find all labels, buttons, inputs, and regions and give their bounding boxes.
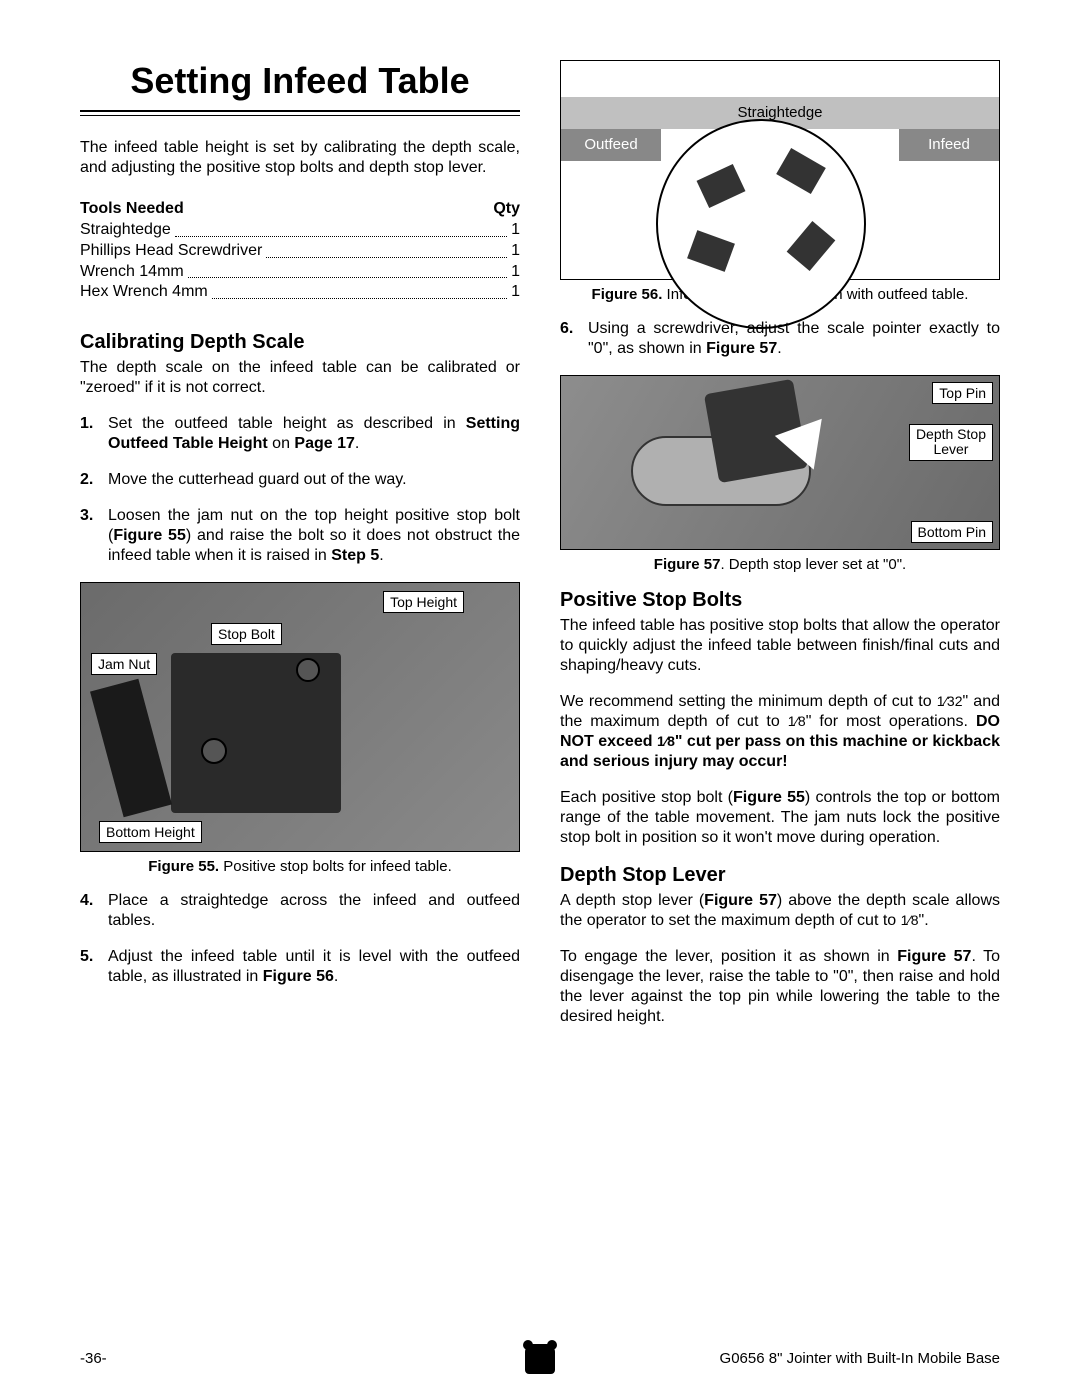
step-item: Place a straightedge across the infeed a… bbox=[80, 891, 520, 931]
fig55-label-topheight: Top Height bbox=[383, 591, 464, 613]
step-text: Set the outfeed table height as describe… bbox=[108, 415, 466, 432]
fig55-label-jamnut: Jam Nut bbox=[91, 653, 157, 675]
leader-dots bbox=[266, 241, 507, 258]
tool-qty: 1 bbox=[511, 220, 520, 241]
leader-dots bbox=[188, 262, 507, 279]
tool-qty: 1 bbox=[511, 282, 520, 303]
tools-needed-block: Tools Needed Qty Straightedge 1 Phillips… bbox=[80, 200, 520, 303]
leader-dots bbox=[175, 220, 507, 237]
fig55-label-stopbolt: Stop Bolt bbox=[211, 623, 282, 645]
figure-56: Straightedge Outfeed Infeed bbox=[560, 60, 1000, 280]
step-text: . bbox=[334, 968, 338, 985]
p2-text: " for most operations. bbox=[806, 713, 976, 730]
step-text: Using a screwdriver, adjust the scale po… bbox=[588, 320, 1000, 357]
section2-p3: Each positive stop bolt (Figure 55) cont… bbox=[560, 788, 1000, 848]
tool-name: Hex Wrench 4mm bbox=[80, 282, 208, 303]
step-bold: Step 5 bbox=[331, 547, 379, 564]
p3-text: Each positive stop bolt ( bbox=[560, 789, 733, 806]
steps-list-cont: Place a straightedge across the infeed a… bbox=[80, 891, 520, 987]
p3-bold: Figure 55 bbox=[733, 789, 805, 806]
tools-header-qty: Qty bbox=[493, 200, 520, 218]
figure-caption-bold: Figure 57 bbox=[654, 556, 721, 573]
step-bold: Figure 55 bbox=[113, 527, 186, 544]
fig55-label-bottomheight: Bottom Height bbox=[99, 821, 202, 843]
fig57-label-toppin: Top Pin bbox=[932, 382, 993, 404]
section-heading-calibrating: Calibrating Depth Scale bbox=[80, 331, 520, 354]
fig57-label-bottompin: Bottom Pin bbox=[911, 521, 993, 543]
step-text: . bbox=[355, 435, 359, 452]
p2-text: To engage the lever, position it as show… bbox=[560, 948, 897, 965]
tool-name: Wrench 14mm bbox=[80, 262, 184, 283]
section-heading-positive-stop: Positive Stop Bolts bbox=[560, 589, 1000, 612]
step-item: Using a screwdriver, adjust the scale po… bbox=[560, 319, 1000, 359]
page-title: Setting Infeed Table bbox=[80, 60, 520, 102]
p1-text: A depth stop lever ( bbox=[560, 892, 704, 909]
section3-p1: A depth stop lever (Figure 57) above the… bbox=[560, 891, 1000, 931]
title-underline bbox=[80, 110, 520, 116]
steps-list: Set the outfeed table height as describe… bbox=[80, 414, 520, 566]
step-text: . bbox=[379, 547, 383, 564]
step-bold: Figure 57 bbox=[706, 340, 777, 357]
tool-row: Phillips Head Screwdriver 1 bbox=[80, 241, 520, 262]
fraction-1-8: 1⁄8 bbox=[788, 713, 806, 729]
tool-qty: 1 bbox=[511, 262, 520, 283]
tool-row: Wrench 14mm 1 bbox=[80, 262, 520, 283]
p1-bold: Figure 57 bbox=[704, 892, 777, 909]
figure-caption-bold: Figure 55. bbox=[148, 858, 219, 875]
section2-p2: We recommend setting the minimum depth o… bbox=[560, 692, 1000, 772]
section2-p1: The infeed table has positive stop bolts… bbox=[560, 616, 1000, 676]
p2-bold: Figure 57 bbox=[897, 948, 971, 965]
tools-header-label: Tools Needed bbox=[80, 200, 184, 218]
figure-caption-bold: Figure 56. bbox=[592, 286, 663, 303]
tool-qty: 1 bbox=[511, 241, 520, 262]
step-item: Adjust the infeed table until it is leve… bbox=[80, 947, 520, 987]
step-item: Loosen the jam nut on the top height pos… bbox=[80, 506, 520, 566]
fraction-1-32: 1⁄32 bbox=[937, 693, 963, 709]
tool-row: Hex Wrench 4mm 1 bbox=[80, 282, 520, 303]
figure-55: Top Height Stop Bolt Jam Nut Bottom Heig… bbox=[80, 582, 520, 852]
bear-logo-icon bbox=[525, 1344, 555, 1374]
leader-dots bbox=[212, 282, 507, 299]
p2-text: We recommend setting the minimum depth o… bbox=[560, 693, 937, 710]
steps-list-cont2: Using a screwdriver, adjust the scale po… bbox=[560, 319, 1000, 359]
page-footer: -36- G0656 8" Jointer with Built-In Mobi… bbox=[80, 1350, 1000, 1367]
step-bold: Figure 56 bbox=[263, 968, 334, 985]
intro-paragraph: The infeed table height is set by calibr… bbox=[80, 138, 520, 178]
page-number: -36- bbox=[80, 1350, 107, 1367]
footer-product: G0656 8" Jointer with Built-In Mobile Ba… bbox=[720, 1350, 1000, 1367]
fig57-label-depthstop: Depth StopLever bbox=[909, 424, 993, 461]
tool-row: Straightedge 1 bbox=[80, 220, 520, 241]
step-item: Move the cutterhead guard out of the way… bbox=[80, 470, 520, 490]
tool-name: Phillips Head Screwdriver bbox=[80, 241, 262, 262]
tool-name: Straightedge bbox=[80, 220, 171, 241]
figure-57-caption: Figure 57. Depth stop lever set at "0". bbox=[560, 556, 1000, 573]
figure-caption-text: Positive stop bolts for infeed table. bbox=[219, 858, 452, 875]
step-item: Set the outfeed table height as describe… bbox=[80, 414, 520, 454]
section1-intro: The depth scale on the infeed table can … bbox=[80, 358, 520, 398]
fraction-1-8: 1⁄8 bbox=[901, 912, 919, 928]
figure-55-caption: Figure 55. Positive stop bolts for infee… bbox=[80, 858, 520, 875]
figure-57: Top Pin Depth StopLever Bottom Pin bbox=[560, 375, 1000, 550]
figure-caption-text: . Depth stop lever set at "0". bbox=[720, 556, 906, 573]
step-bold: Page 17 bbox=[294, 435, 354, 452]
section-heading-depth-stop: Depth Stop Lever bbox=[560, 864, 1000, 887]
step-text: . bbox=[777, 340, 781, 357]
step-text: on bbox=[268, 435, 295, 452]
fig56-outfeed-label: Outfeed bbox=[561, 129, 661, 161]
fig56-infeed-label: Infeed bbox=[899, 129, 999, 161]
section3-p2: To engage the lever, position it as show… bbox=[560, 947, 1000, 1027]
p1-text: ". bbox=[919, 912, 929, 929]
